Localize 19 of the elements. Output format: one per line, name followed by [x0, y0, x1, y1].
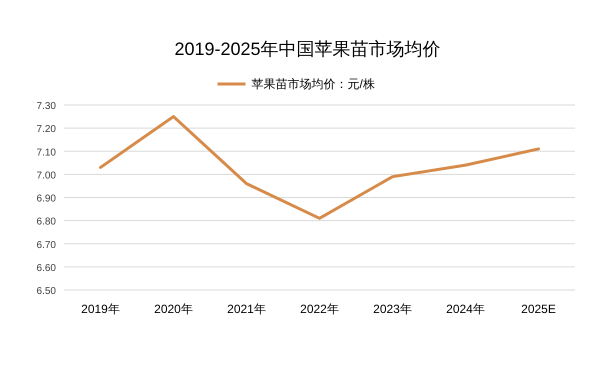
y-tick-label: 6.60 [36, 262, 56, 274]
x-tick-label: 2024年 [446, 302, 485, 316]
x-tick-label: 2021年 [227, 302, 266, 316]
x-tick-label: 2020年 [154, 302, 193, 316]
x-tick-label: 2022年 [300, 302, 339, 316]
y-tick-label: 7.00 [36, 170, 56, 182]
y-tick-label: 6.90 [36, 194, 56, 204]
x-tick-label: 2025E [521, 302, 556, 316]
y-tick-label: 6.50 [36, 286, 56, 297]
legend-label: 苹果苗市场均价：元/株 [252, 77, 375, 91]
y-tick-label: 6.70 [36, 240, 56, 251]
y-tick-label: 7.10 [36, 147, 56, 158]
y-tick-label: 7.20 [36, 124, 56, 136]
chart-title: 2019-2025年中国苹果苗市场均价 [174, 39, 441, 59]
x-tick-label: 2019年 [81, 302, 120, 316]
x-tick-label: 2023年 [373, 302, 412, 316]
y-tick-label: 6.80 [36, 216, 56, 228]
line-series [99, 115, 540, 220]
y-tick-label: 7.30 [36, 101, 56, 112]
